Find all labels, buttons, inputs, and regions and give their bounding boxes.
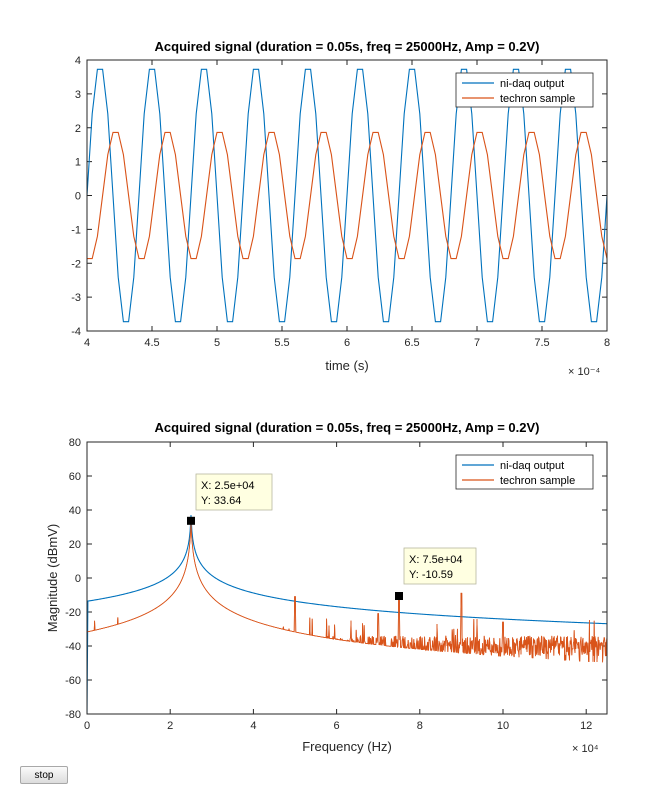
bottom-x-tick-label: 0 [84, 720, 90, 732]
top-y-tick-label: 3 [75, 89, 81, 101]
datatip-2-y-text: Y: -10.59 [409, 569, 453, 581]
top-y-tick-label: 0 [75, 191, 81, 203]
top-axes-box [86, 59, 608, 332]
bottom-y-tick-label: 80 [69, 437, 81, 449]
bottom-y-tick-label: -60 [65, 675, 81, 687]
top-y-tick-label: -2 [71, 258, 81, 270]
bottom-y-axis-label: Magnitude (dBmV) [45, 524, 60, 632]
top-legend[interactable]: ni-daq output techron sample [455, 72, 594, 108]
bottom-series-lines [87, 515, 607, 714]
top-legend-label-2: techron sample [500, 93, 575, 105]
top-chart-title: Acquired signal (duration = 0.05s, freq … [155, 39, 540, 54]
top-y-tick-label: 1 [75, 157, 81, 169]
top-x-tick-label: 8 [604, 337, 610, 349]
bottom-x-exponent: × 10⁴ [572, 743, 599, 755]
top-x-tick-label: 6 [344, 337, 350, 349]
bottom-x-tick-label: 8 [417, 720, 423, 732]
bottom-chart-title: Acquired signal (duration = 0.05s, freq … [155, 420, 540, 435]
datatip-1-marker[interactable] [187, 516, 195, 525]
bottom-legend[interactable]: ni-daq output techron sample [455, 454, 594, 490]
top-x-tick-label: 7 [474, 337, 480, 349]
datatip-1-x-text: X: 2.5e+04 [201, 480, 255, 492]
bottom-x-axis-label: Frequency (Hz) [302, 739, 392, 754]
top-x-axis-label: time (s) [325, 358, 368, 373]
bottom-legend-label-2: techron sample [500, 475, 575, 487]
datatip-1[interactable]: X: 2.5e+04 Y: 33.64 [187, 473, 273, 525]
top-y-tick-label: 4 [75, 55, 81, 67]
bottom-x-tick-label: 10 [497, 720, 509, 732]
bottom-y-tick-label: 40 [69, 505, 81, 517]
top-y-tick-label: -4 [71, 326, 81, 338]
bottom-y-tick-label: 20 [69, 539, 81, 551]
bottom-x-tick-label: 6 [334, 720, 340, 732]
bottom-legend-label-1: ni-daq output [500, 460, 564, 472]
top-x-tick-label: 5.5 [274, 337, 289, 349]
bottom-y-tick-label: 0 [75, 573, 81, 585]
top-legend-box [455, 72, 594, 108]
top-y-tick-label: -1 [71, 224, 81, 236]
bottom-y-tick-label: -20 [65, 607, 81, 619]
datatip-2-marker[interactable] [395, 592, 403, 601]
top-x-ticks: 4 4.5 5 5.5 6 6.5 7 7.5 8 [84, 60, 610, 349]
bottom-y-tick-label: 60 [69, 471, 81, 483]
bottom-y-tick-label: -40 [65, 641, 81, 653]
top-x-tick-label: 4 [84, 337, 90, 349]
top-series-line-2 [87, 131, 608, 260]
datatip-2-x-text: X: 7.5e+04 [409, 554, 463, 566]
top-x-tick-label: 4.5 [144, 337, 159, 349]
bottom-axes: Acquired signal (duration = 0.05s, freq … [45, 420, 608, 755]
bottom-series-line-1 [87, 515, 607, 714]
bottom-series-line-2 [87, 520, 607, 663]
bottom-x-tick-label: 12 [580, 720, 592, 732]
datatip-1-box [195, 473, 273, 511]
top-y-tick-label: 2 [75, 123, 81, 135]
bottom-x-tick-label: 4 [250, 720, 256, 732]
bottom-axes-box [86, 441, 608, 715]
bottom-legend-box [455, 454, 594, 490]
top-x-tick-label: 6.5 [404, 337, 419, 349]
bottom-x-tick-label: 2 [167, 720, 173, 732]
top-y-ticks: 4 3 2 1 0 -1 -2 -3 -4 [71, 55, 607, 338]
datatip-1-y-text: Y: 33.64 [201, 495, 241, 507]
bottom-y-tick-label: -80 [65, 709, 81, 721]
datatip-2-box [403, 547, 477, 585]
top-y-tick-label: -3 [71, 292, 81, 304]
stop-button[interactable]: stop [20, 766, 68, 784]
datatip-2[interactable]: X: 7.5e+04 Y: -10.59 [395, 547, 477, 601]
top-x-exponent: × 10⁻⁴ [568, 366, 601, 378]
top-axes: Acquired signal (duration = 0.05s, freq … [71, 39, 610, 378]
top-x-tick-label: 5 [214, 337, 220, 349]
bottom-x-ticks: 0 2 4 6 8 10 12 [84, 442, 592, 732]
bottom-y-ticks: 80 60 40 20 0 -20 -40 -60 -80 [65, 437, 607, 721]
top-legend-label-1: ni-daq output [500, 78, 564, 90]
top-x-tick-label: 7.5 [534, 337, 549, 349]
